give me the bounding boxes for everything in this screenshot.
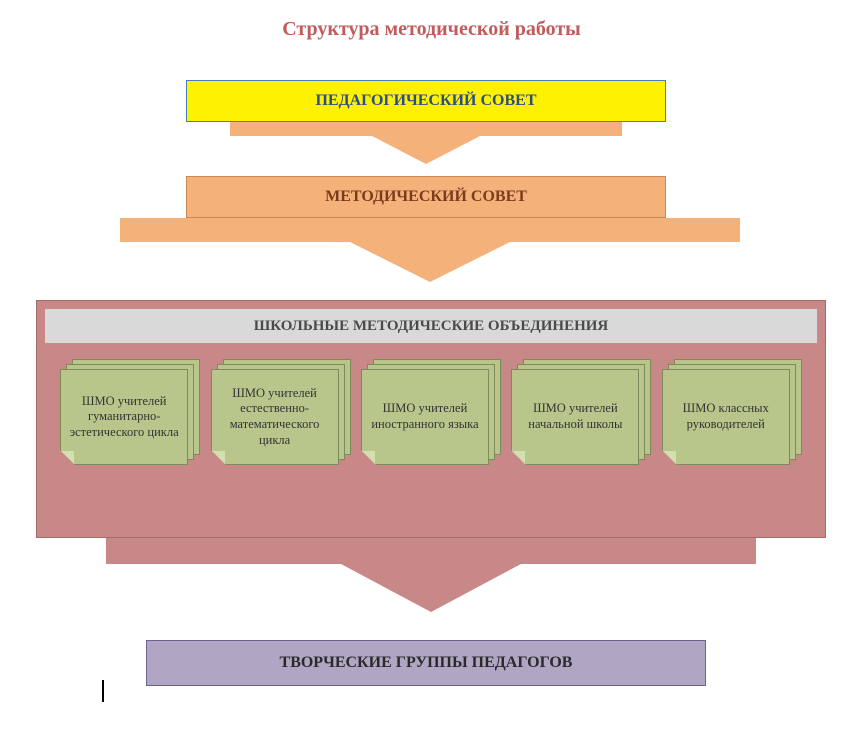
- container-methodical-unions: ШКОЛЬНЫЕ МЕТОДИЧЕСКИЕ ОБЪЕДИНЕНИЯ ШМО уч…: [36, 300, 826, 538]
- box-pedagogical-council: ПЕДАГОГИЧЕСКИЙ СОВЕТ: [186, 80, 666, 122]
- diagram-title-text: Структура методической работы: [282, 18, 581, 40]
- box-creative-groups-label: ТВОРЧЕСКИЕ ГРУППЫ ПЕДАГОГОВ: [280, 654, 573, 672]
- shmo-fold-light: [61, 451, 74, 464]
- shmo-row: ШМО учителей гуманитарно-эстетического ц…: [37, 359, 825, 467]
- arrow-3-shaft: [106, 538, 756, 564]
- container-title-text: ШКОЛЬНЫЕ МЕТОДИЧЕСКИЕ ОБЪЕДИНЕНИЯ: [254, 318, 609, 334]
- arrow-2-head: [350, 242, 510, 282]
- shmo-card-front: ШМО классных руководителей: [662, 369, 790, 465]
- shmo-card: ШМО учителей гуманитарно-эстетического ц…: [60, 359, 200, 467]
- arrow-1-head: [372, 136, 480, 164]
- box-pedagogical-council-label: ПЕДАГОГИЧЕСКИЙ СОВЕТ: [315, 92, 536, 110]
- shmo-fold-light: [512, 451, 525, 464]
- text-cursor: [102, 680, 104, 702]
- shmo-card: ШМО классных руководителей: [662, 359, 802, 467]
- shmo-fold-light: [212, 451, 225, 464]
- box-methodical-council-label: МЕТОДИЧЕСКИЙ СОВЕТ: [325, 188, 527, 206]
- shmo-card-front: ШМО учителей иностранного языка: [361, 369, 489, 465]
- box-creative-groups: ТВОРЧЕСКИЕ ГРУППЫ ПЕДАГОГОВ: [146, 640, 706, 686]
- container-title: ШКОЛЬНЫЕ МЕТОДИЧЕСКИЕ ОБЪЕДИНЕНИЯ: [45, 309, 817, 343]
- box-methodical-council: МЕТОДИЧЕСКИЙ СОВЕТ: [186, 176, 666, 218]
- shmo-card: ШМО учителей иностранного языка: [361, 359, 501, 467]
- shmo-fold-light: [362, 451, 375, 464]
- shmo-card: ШМО учителей естественно-математического…: [211, 359, 351, 467]
- arrow-1-shaft: [230, 122, 622, 136]
- shmo-card-front: ШМО учителей гуманитарно-эстетического ц…: [60, 369, 188, 465]
- arrow-2-shaft: [120, 218, 740, 242]
- shmo-card-front: ШМО учителей начальной школы: [511, 369, 639, 465]
- shmo-card-front: ШМО учителей естественно-математического…: [211, 369, 339, 465]
- shmo-card: ШМО учителей начальной школы: [511, 359, 651, 467]
- shmo-fold-light: [663, 451, 676, 464]
- diagram-title: Структура методической работы: [0, 18, 863, 41]
- arrow-3-head: [341, 564, 521, 612]
